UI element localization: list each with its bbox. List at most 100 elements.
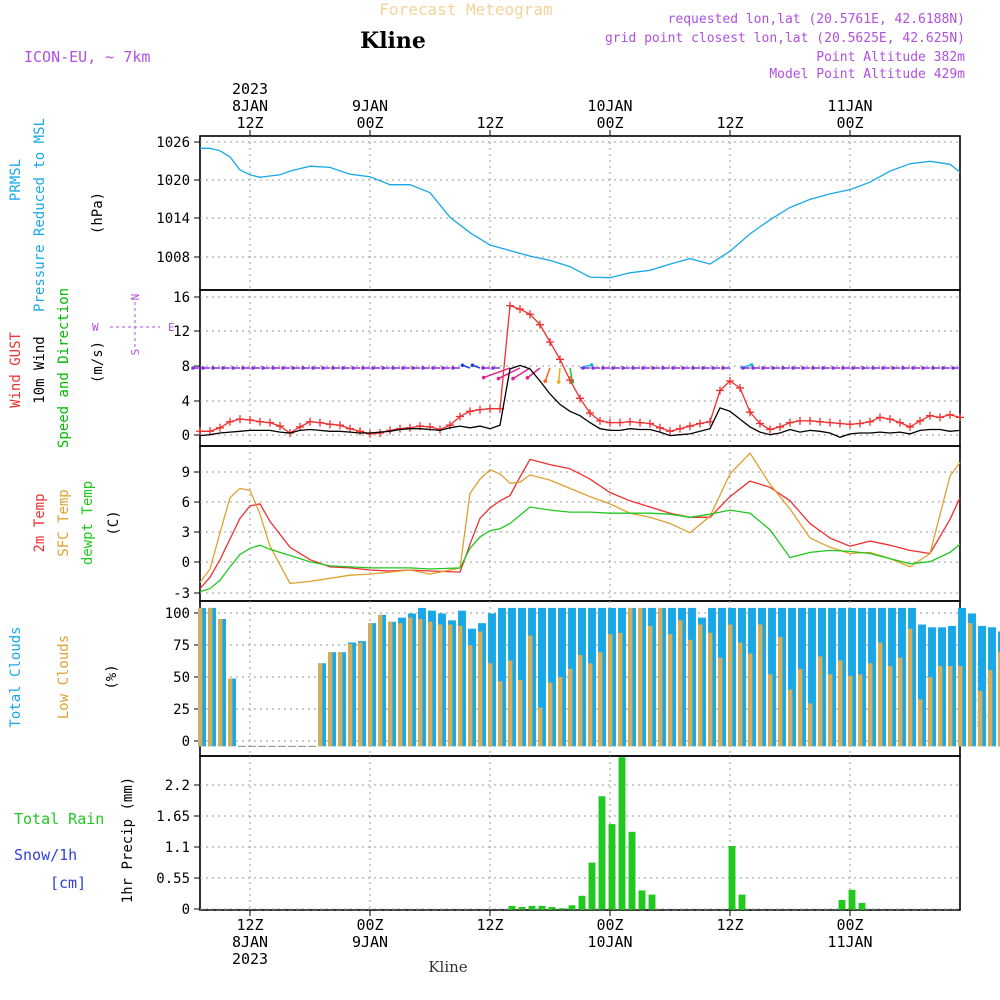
gust-marker bbox=[336, 421, 344, 430]
wind-arrow-head bbox=[441, 366, 445, 370]
top-time-label: 10JAN bbox=[587, 97, 632, 115]
panel-label: (hPa) bbox=[90, 192, 106, 234]
panel-wind: 0 4 8 12 16 Wind GUST 10m Wind Speed and Direct… bbox=[8, 288, 964, 448]
gust-marker bbox=[776, 422, 784, 431]
low-cloud-bar bbox=[818, 656, 823, 747]
bottom-time-label: 00Z bbox=[356, 916, 383, 934]
gust-marker bbox=[516, 305, 524, 314]
compass-west: W bbox=[92, 321, 99, 334]
gust-marker bbox=[266, 418, 274, 427]
precip-bar bbox=[618, 757, 626, 910]
panel-clouds: 0 25 50 75 100 Total Clouds Low Clouds (%) bbox=[8, 600, 1000, 757]
low-cloud-bar bbox=[208, 607, 213, 747]
y-tick-label: 12 bbox=[173, 324, 190, 340]
wind-arrow-head bbox=[921, 366, 925, 370]
gust-marker bbox=[466, 407, 474, 416]
wind-arrow-head bbox=[191, 366, 195, 370]
gust-marker bbox=[256, 417, 264, 426]
panel-precip: 0 0.55 1.1 1.65 2.2 Total Rain Snow/1h [cm] 1hr … bbox=[14, 755, 961, 918]
bottom-time-label: 10JAN bbox=[587, 933, 632, 951]
top-time-label: 11JAN bbox=[827, 97, 872, 115]
gust-marker bbox=[606, 418, 614, 427]
gust-marker bbox=[946, 410, 954, 419]
low-cloud-bar bbox=[778, 636, 783, 747]
series-line-prmsl bbox=[200, 147, 961, 279]
precip-bar bbox=[518, 907, 526, 910]
bottom-time-label: 11JAN bbox=[827, 933, 872, 951]
wind-arrow-head bbox=[581, 366, 585, 370]
low-cloud-bar bbox=[648, 625, 653, 747]
total-cloud-bar bbox=[978, 625, 986, 747]
y-tick-label: -3 bbox=[173, 586, 190, 602]
wind-arrow-head bbox=[721, 366, 725, 370]
wind-arrow bbox=[544, 367, 551, 382]
gust-marker bbox=[836, 419, 844, 428]
low-cloud-bar bbox=[958, 666, 963, 747]
snow-label: Snow/1h bbox=[14, 846, 77, 864]
low-cloud-bar bbox=[728, 624, 733, 747]
wind-arrow-head bbox=[231, 366, 235, 370]
low-cloud-bar bbox=[338, 652, 343, 747]
wind-arrow-head bbox=[801, 366, 805, 370]
low-cloud-bar bbox=[318, 663, 323, 747]
low-cloud-bar bbox=[888, 666, 893, 747]
wind-arrow-head bbox=[821, 366, 825, 370]
wind-arrow-head bbox=[543, 379, 548, 383]
top-time-label: 12Z bbox=[716, 114, 743, 132]
y-tick-label: 25 bbox=[173, 702, 190, 718]
total-cloud-bar bbox=[788, 607, 796, 747]
gust-marker bbox=[326, 420, 334, 429]
gust-marker bbox=[926, 411, 934, 420]
gust-marker bbox=[636, 418, 644, 427]
y-tick-label: 6 bbox=[182, 495, 190, 511]
gust-marker bbox=[546, 338, 554, 346]
gust-marker bbox=[586, 409, 594, 418]
low-cloud-bar bbox=[748, 653, 753, 747]
bottom-time-label: 12Z bbox=[236, 916, 263, 934]
wind-arrow-head bbox=[891, 366, 895, 370]
gust-marker bbox=[236, 415, 244, 424]
precip-bar bbox=[568, 905, 576, 910]
panel-temperature: -3 0 3 6 9 2m Temp SFC Temp dewpt Temp (C) bbox=[32, 445, 961, 602]
wind-arrow-head bbox=[261, 366, 265, 370]
low-cloud-bar bbox=[788, 689, 793, 747]
gust-marker bbox=[846, 420, 854, 429]
low-cloud-bar bbox=[668, 634, 673, 747]
wind-arrow-head bbox=[221, 366, 225, 370]
low-cloud-bar bbox=[598, 652, 603, 747]
precip-bar bbox=[558, 908, 566, 910]
gust-marker bbox=[566, 376, 574, 385]
gust-marker bbox=[506, 301, 514, 310]
low-cloud-bar bbox=[808, 703, 813, 747]
precip-bar bbox=[628, 831, 636, 910]
panel-label: Pressure Reduced to MSL bbox=[32, 118, 48, 312]
panel-label: Wind GUST bbox=[8, 332, 24, 408]
panel-label: SFC Temp bbox=[56, 489, 72, 556]
gust-marker bbox=[896, 418, 904, 427]
wind-arrow-head bbox=[331, 366, 335, 370]
precip-bar bbox=[588, 862, 596, 910]
low-cloud-bar bbox=[408, 617, 413, 747]
precip-unit-label: 1hr Precip (mm) bbox=[120, 777, 136, 903]
series-line-dewpt-temp bbox=[199, 506, 961, 593]
low-cloud-bar bbox=[898, 657, 903, 747]
panel-label: (m/s) bbox=[90, 341, 106, 383]
wind-arrow-head bbox=[470, 363, 475, 368]
low-cloud-bar bbox=[368, 623, 373, 747]
low-cloud-bar bbox=[688, 639, 693, 747]
top-time-label: 12Z bbox=[236, 114, 263, 132]
low-cloud-bar bbox=[378, 614, 383, 747]
gust-marker bbox=[766, 425, 774, 434]
wind-arrow-head bbox=[301, 366, 305, 370]
low-cloud-bar bbox=[458, 625, 463, 747]
precip-bar bbox=[738, 894, 746, 910]
low-cloud-bar bbox=[738, 642, 743, 747]
wind-arrow-head bbox=[931, 366, 935, 370]
wind-arrow-head bbox=[841, 366, 845, 370]
gust-marker bbox=[866, 417, 874, 426]
panel-label: PRMSL bbox=[8, 159, 24, 201]
bottom-time-label: 12Z bbox=[716, 916, 743, 934]
top-time-label: 12Z bbox=[476, 114, 503, 132]
low-cloud-bar bbox=[588, 663, 593, 747]
panel-frame bbox=[199, 445, 961, 602]
